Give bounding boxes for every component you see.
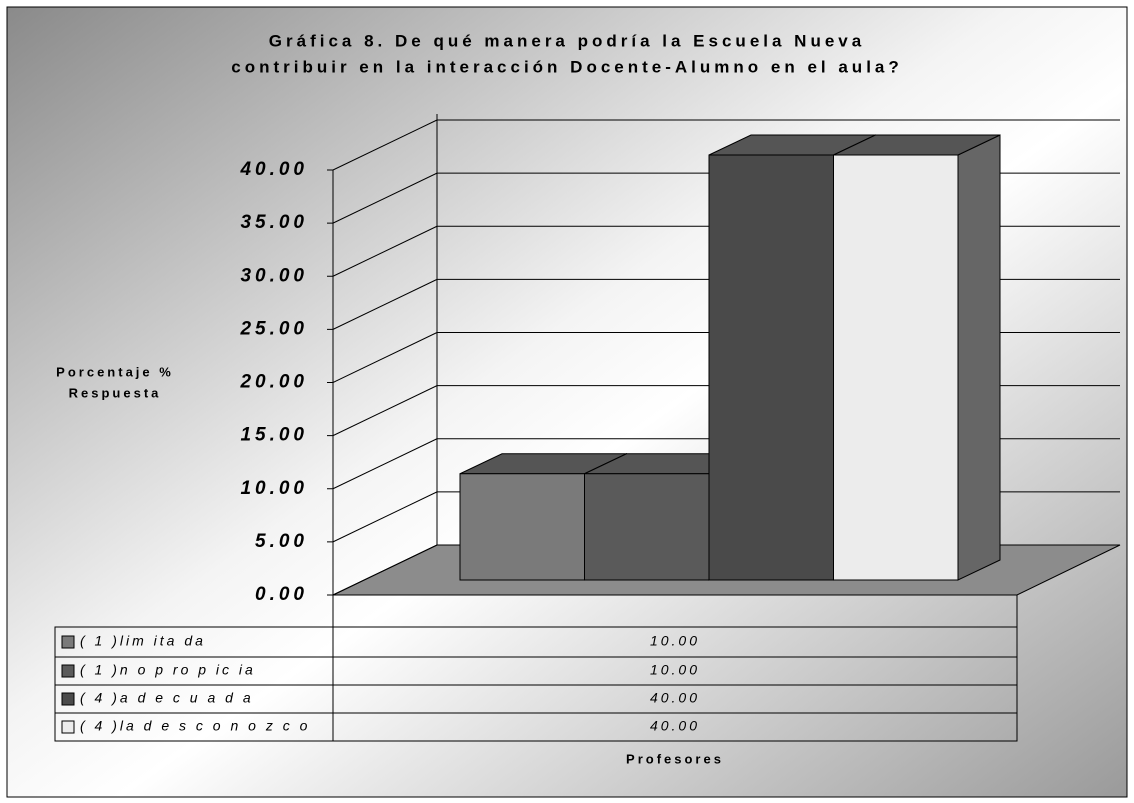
legend-label: ( 4 )a d e c u a d a	[80, 690, 254, 706]
grid-line	[332, 544, 438, 596]
y-tick-label: 0.00	[255, 584, 308, 605]
data-label: 10.00	[650, 662, 700, 678]
y-tick-label: 20.00	[239, 372, 308, 393]
data-label: 40.00	[650, 690, 700, 706]
bar	[833, 154, 959, 581]
chart-title: Gráfica 8. De qué manera podría la Escue…	[269, 31, 865, 50]
legend-swatch	[61, 664, 75, 678]
grid-line	[332, 225, 438, 277]
y-tick-label: 15.00	[240, 425, 308, 446]
x-tick-label: Profesores	[626, 751, 724, 766]
legend-label: ( 1 )lim ita da	[80, 633, 206, 649]
bar	[708, 154, 834, 581]
grid-line	[332, 119, 438, 171]
table-row	[54, 712, 1018, 742]
bar	[584, 473, 710, 581]
y-axis-label: Respuesta	[69, 385, 162, 400]
grid-line	[332, 172, 438, 224]
y-tick-label: 40.00	[239, 159, 308, 180]
chart-title: contribuir en la interacción Docente-Alu…	[231, 57, 903, 76]
legend-label: ( 1 )n o p ro p ic ia	[80, 662, 256, 678]
legend-label: ( 4 )la d e s c o n o z c o	[80, 718, 310, 734]
bar	[459, 473, 585, 581]
data-label: 10.00	[650, 633, 700, 649]
legend-swatch	[61, 635, 75, 649]
data-label: 40.00	[650, 718, 700, 734]
y-axis-label: Porcentaje %	[56, 364, 174, 379]
y-tick-label: 5.00	[255, 531, 308, 552]
grid-line	[332, 438, 438, 490]
grid-line	[332, 385, 438, 437]
legend-swatch	[61, 720, 75, 734]
y-tick-label: 10.00	[240, 478, 308, 499]
y-tick-label: 25.00	[239, 318, 308, 339]
y-tick-label: 30.00	[240, 265, 308, 286]
grid-line	[332, 278, 438, 330]
bar-side	[957, 134, 1001, 581]
y-tick-label: 35.00	[240, 212, 308, 233]
grid-line	[332, 491, 438, 543]
grid-line	[332, 332, 438, 383]
legend-swatch	[61, 692, 75, 706]
